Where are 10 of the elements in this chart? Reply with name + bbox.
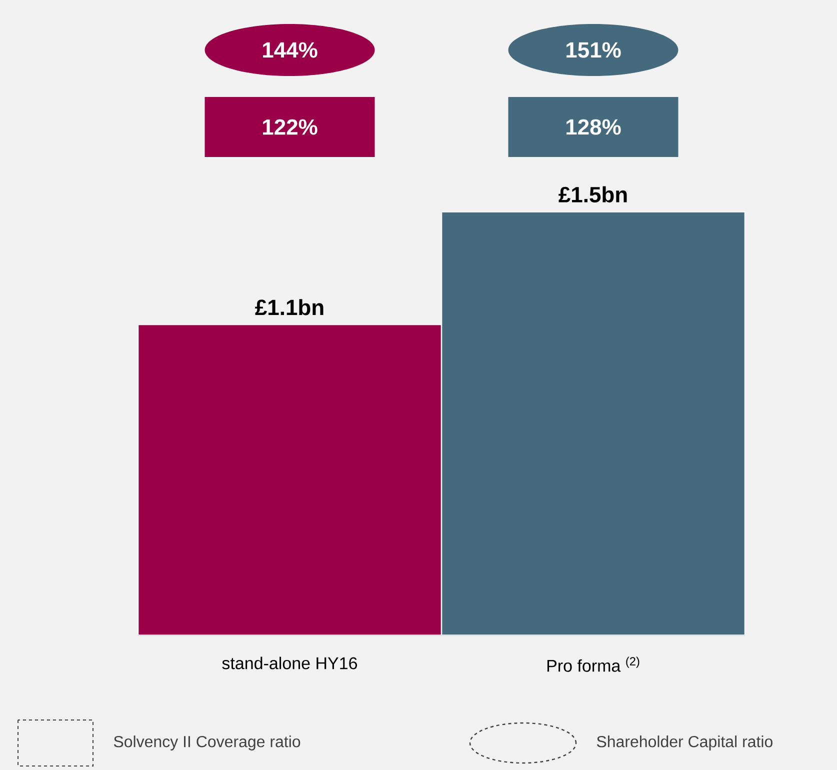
text: Solvency II Coverage ratio bbox=[114, 736, 300, 750]
x-tick-label: stand-alone HY16 bbox=[222, 656, 358, 670]
text: 151% bbox=[566, 42, 621, 58]
text: 144% bbox=[263, 42, 318, 58]
text: 128% bbox=[566, 119, 621, 135]
text: Shareholder Capital ratio bbox=[596, 736, 772, 750]
data-label: £1.1bn bbox=[255, 299, 324, 316]
x-tick-label: Pro forma $^{(2)}$ bbox=[547, 656, 640, 672]
text: 122% bbox=[263, 119, 318, 135]
data-label: £1.5bn bbox=[558, 186, 627, 202]
